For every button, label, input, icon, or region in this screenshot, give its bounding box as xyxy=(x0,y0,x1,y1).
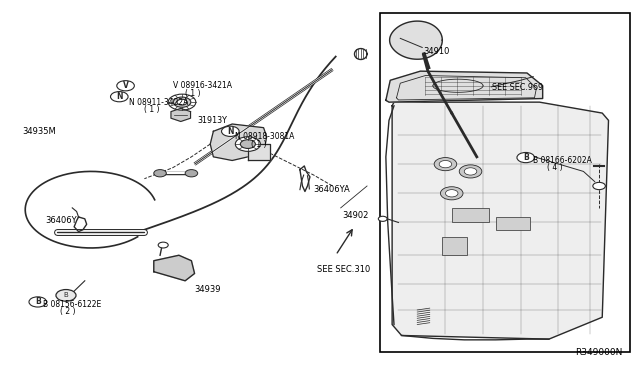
Text: SEE SEC.969: SEE SEC.969 xyxy=(493,83,543,92)
Text: B: B xyxy=(35,298,40,307)
Bar xyxy=(380,13,630,352)
Bar xyxy=(495,217,530,230)
Circle shape xyxy=(464,168,477,175)
Text: B 08156-6122E: B 08156-6122E xyxy=(43,300,101,309)
Text: ( 4 ): ( 4 ) xyxy=(547,163,563,172)
Circle shape xyxy=(185,170,198,177)
Circle shape xyxy=(177,99,187,105)
Circle shape xyxy=(168,94,196,110)
Circle shape xyxy=(434,158,457,171)
Circle shape xyxy=(378,216,387,221)
Circle shape xyxy=(517,153,534,163)
Circle shape xyxy=(439,160,452,168)
Circle shape xyxy=(29,297,47,307)
Text: V 08916-3421A: V 08916-3421A xyxy=(173,81,232,90)
Circle shape xyxy=(241,140,255,148)
Text: 31913Y: 31913Y xyxy=(198,116,228,125)
Text: 34939: 34939 xyxy=(195,285,221,294)
Text: 34910: 34910 xyxy=(424,46,450,55)
Text: 34902: 34902 xyxy=(342,211,369,219)
Text: N 08911-3422A: N 08911-3422A xyxy=(129,98,188,107)
Polygon shape xyxy=(386,71,543,102)
Text: V: V xyxy=(123,81,129,90)
Circle shape xyxy=(460,165,482,178)
Polygon shape xyxy=(248,144,270,160)
Circle shape xyxy=(154,170,166,177)
Text: SEE SEC.310: SEE SEC.310 xyxy=(317,265,370,274)
Text: N: N xyxy=(116,92,122,101)
Circle shape xyxy=(111,92,128,102)
Text: B: B xyxy=(523,153,529,162)
Circle shape xyxy=(158,242,168,248)
Circle shape xyxy=(593,182,605,190)
Bar xyxy=(452,208,490,222)
Circle shape xyxy=(221,126,239,137)
Text: 34935M: 34935M xyxy=(22,127,56,136)
Bar xyxy=(442,237,467,255)
Text: N: N xyxy=(227,127,234,136)
Text: ( 2 ): ( 2 ) xyxy=(60,307,76,316)
Text: 36406Y: 36406Y xyxy=(45,216,77,225)
Circle shape xyxy=(116,81,134,91)
Polygon shape xyxy=(154,255,195,281)
Text: R349000N: R349000N xyxy=(575,348,623,357)
Polygon shape xyxy=(390,21,442,59)
Circle shape xyxy=(56,289,76,301)
Text: 36406YA: 36406YA xyxy=(314,185,351,194)
Text: ( 1 ): ( 1 ) xyxy=(145,105,160,114)
Circle shape xyxy=(236,137,260,151)
Text: B 08166-6202A: B 08166-6202A xyxy=(533,156,592,165)
Text: N 08918-3081A: N 08918-3081A xyxy=(236,132,294,141)
Circle shape xyxy=(440,187,463,200)
Polygon shape xyxy=(171,108,191,122)
Text: B: B xyxy=(63,292,68,298)
Polygon shape xyxy=(392,102,609,339)
Circle shape xyxy=(173,97,191,107)
Circle shape xyxy=(445,190,458,197)
Polygon shape xyxy=(211,124,267,160)
Text: ( 1 ): ( 1 ) xyxy=(251,140,266,148)
Text: ( 1 ): ( 1 ) xyxy=(185,89,201,97)
